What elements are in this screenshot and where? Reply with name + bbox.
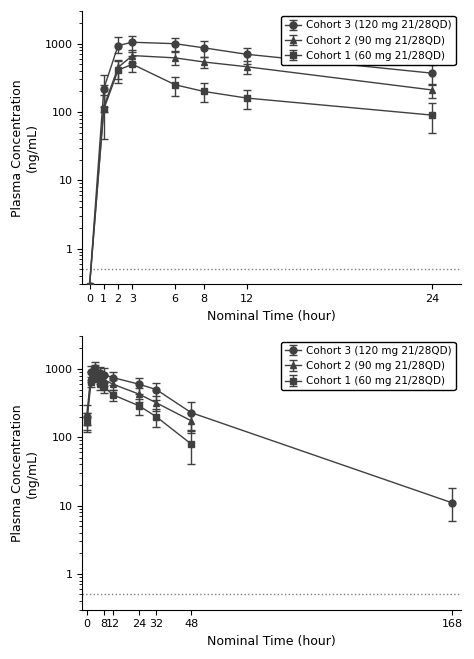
X-axis label: Nominal Time (hour): Nominal Time (hour) [207, 635, 336, 648]
Legend: Cohort 3 (120 mg 21/28QD), Cohort 2 (90 mg 21/28QD), Cohort 1 (60 mg 21/28QD): Cohort 3 (120 mg 21/28QD), Cohort 2 (90 … [281, 341, 456, 390]
Y-axis label: Plasma Concentration
(ng/mL): Plasma Concentration (ng/mL) [11, 404, 39, 542]
Legend: Cohort 3 (120 mg 21/28QD), Cohort 2 (90 mg 21/28QD), Cohort 1 (60 mg 21/28QD): Cohort 3 (120 mg 21/28QD), Cohort 2 (90 … [281, 16, 456, 65]
Y-axis label: Plasma Concentration
(ng/mL): Plasma Concentration (ng/mL) [11, 79, 39, 217]
X-axis label: Nominal Time (hour): Nominal Time (hour) [207, 310, 336, 322]
